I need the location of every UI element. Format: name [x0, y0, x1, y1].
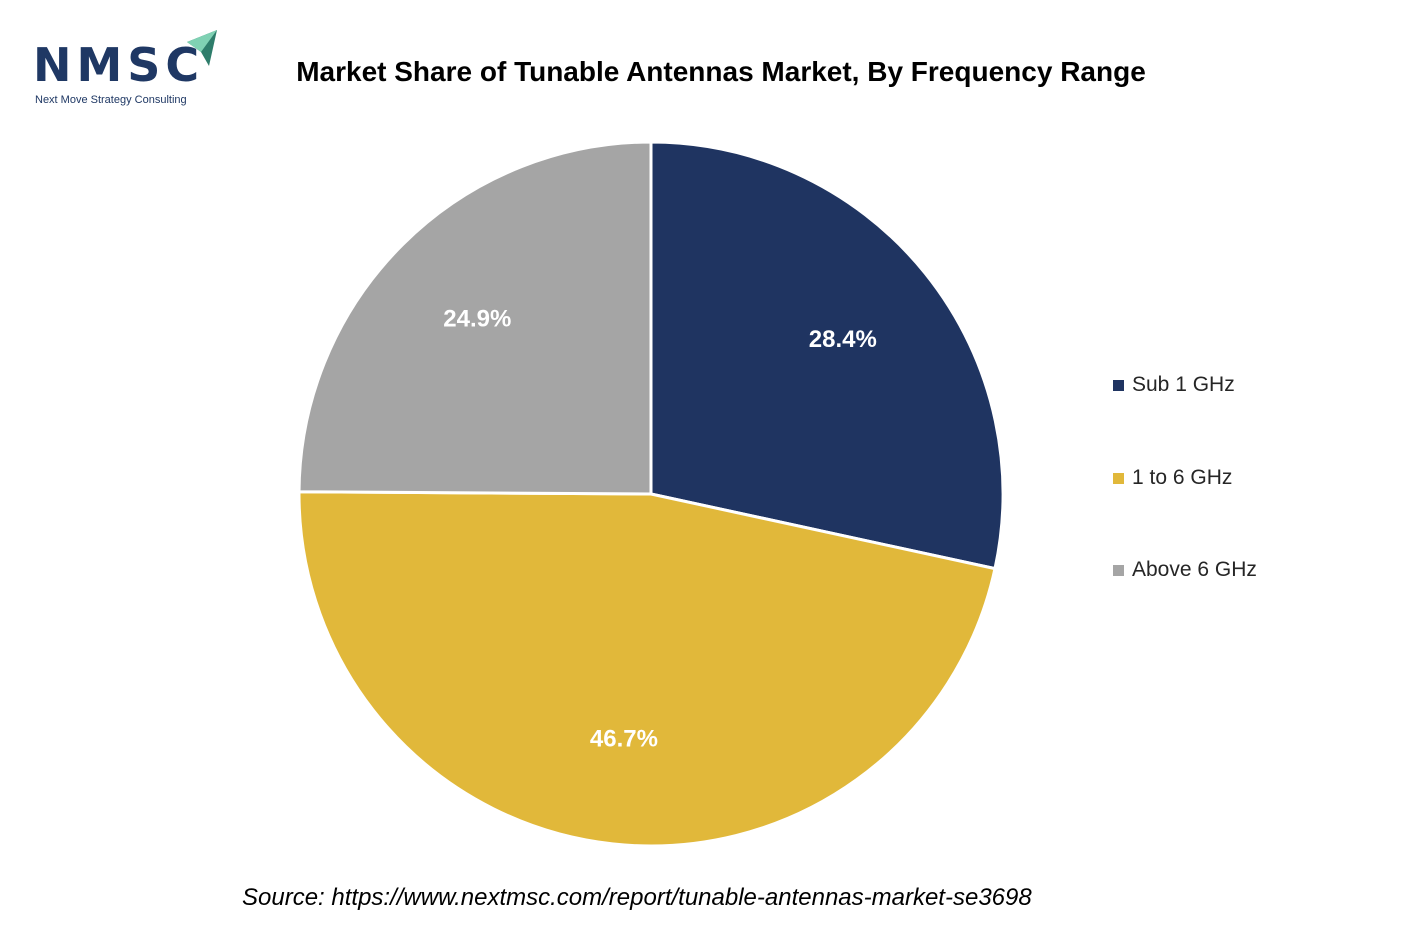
chart-title: Market Share of Tunable Antennas Market,…: [296, 56, 1146, 87]
legend-swatch-sub-1-ghz: [1113, 379, 1124, 391]
legend-label-sub-1-ghz: Sub 1 GHz: [1132, 373, 1235, 396]
legend-label-1-to-6-ghz: 1 to 6 GHz: [1132, 466, 1233, 489]
logo-arrow-icon: [187, 30, 217, 66]
pie-slice-above-6-ghz: [297, 140, 653, 496]
data-label-above-6-ghz: 24.9%: [443, 306, 511, 333]
legend-swatch-above-6-ghz: [1113, 564, 1124, 576]
pie-slice-sub-1-ghz: [649, 140, 1005, 571]
legend-item-sub-1-ghz: Sub 1 GHz: [1113, 370, 1235, 400]
nmsc-logo: NMSC Next Move Strategy Consulting: [33, 28, 223, 110]
logo-tagline: Next Move Strategy Consulting: [35, 94, 187, 106]
pie-slice-1-to-6-ghz: [297, 490, 997, 848]
data-label-1-to-6-ghz: 46.7%: [590, 725, 658, 752]
data-label-sub-1-ghz: 28.4%: [809, 326, 877, 353]
legend-item-1-to-6-ghz: 1 to 6 GHz: [1113, 463, 1232, 493]
logo-wordmark: NMSC: [33, 38, 205, 92]
legend-swatch-1-to-6-ghz: [1113, 472, 1124, 484]
source-citation: Source: https://www.nextmsc.com/report/t…: [242, 884, 1032, 911]
legend-item-above-6-ghz: Above 6 GHz: [1113, 555, 1257, 585]
legend-label-above-6-ghz: Above 6 GHz: [1132, 558, 1257, 581]
